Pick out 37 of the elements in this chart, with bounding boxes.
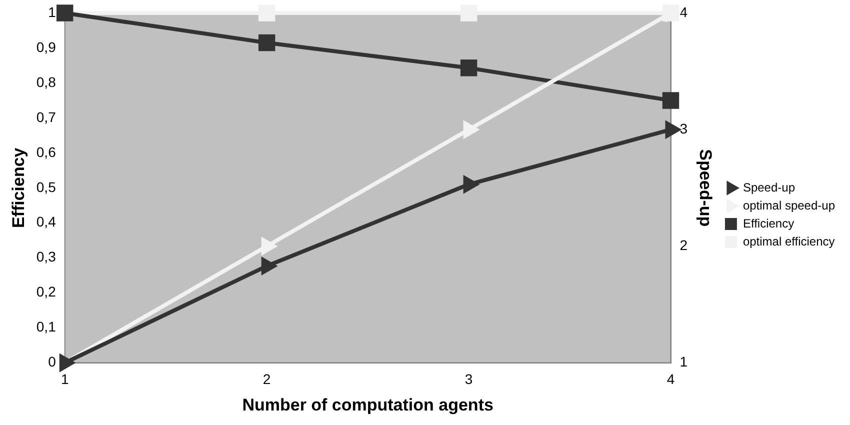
y-tick-label: 0,4 xyxy=(36,214,56,230)
point xyxy=(662,92,680,109)
y-tick-label: 0,3 xyxy=(36,248,56,265)
x-tick-label: 2 xyxy=(262,371,271,388)
y-tick-label: 0 xyxy=(48,354,56,370)
y-axis-title: Efficiency xyxy=(8,147,28,228)
y2-tick-label: 3 xyxy=(680,120,688,136)
y-tick-label: 0,8 xyxy=(36,74,56,90)
x-tick-label: 3 xyxy=(464,371,473,388)
legend-label: Efficiency xyxy=(742,216,794,230)
x-tick-label: 4 xyxy=(666,371,675,388)
point xyxy=(258,4,276,22)
y-tick-label: 0,7 xyxy=(36,108,56,125)
x-axis-title: Number of computation agents xyxy=(242,395,494,414)
y2-axis-title: Speed-up xyxy=(696,149,716,227)
point xyxy=(460,4,478,22)
y-tick-label: 1 xyxy=(48,4,56,20)
point xyxy=(261,258,276,274)
point xyxy=(261,238,276,254)
point xyxy=(463,122,478,138)
y2-tick-label: 1 xyxy=(680,354,688,370)
x-tick-label: 1 xyxy=(60,371,69,388)
y-tick-label: 0,9 xyxy=(36,38,56,55)
y-tick-label: 0,5 xyxy=(36,178,56,195)
point xyxy=(258,34,276,52)
point xyxy=(665,122,680,138)
y2-tick-label: 2 xyxy=(680,237,688,254)
y2-tick-label: 4 xyxy=(680,4,688,20)
y-tick-label: 0,1 xyxy=(36,318,56,335)
y-tick-label: 0,6 xyxy=(36,144,56,160)
point xyxy=(665,4,680,22)
y-tick-label: 0,2 xyxy=(36,284,56,300)
legend-label: optimal efficiency xyxy=(742,234,835,248)
legend-label: Speed-up xyxy=(742,180,796,194)
point xyxy=(460,60,478,76)
point xyxy=(463,176,478,192)
legend-label: optimal speed-up xyxy=(742,198,836,212)
